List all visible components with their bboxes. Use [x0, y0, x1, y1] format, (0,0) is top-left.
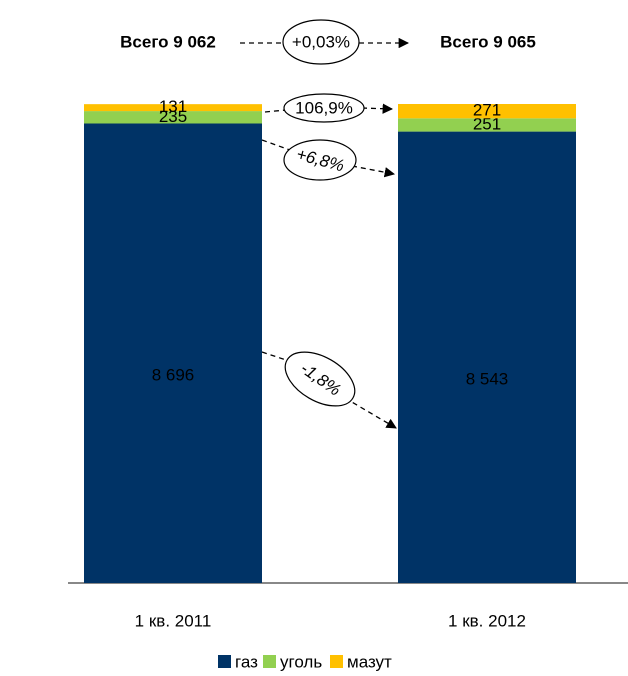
legend-swatch	[263, 655, 276, 668]
bar-segment	[398, 104, 576, 119]
change-label: 106,9%	[295, 98, 353, 117]
annotation-ellipses	[282, 19, 365, 407]
value-label: 251	[473, 114, 501, 133]
value-label: 235	[159, 107, 187, 126]
bar-segment	[84, 123, 262, 584]
value-label: 8 543	[466, 369, 509, 388]
legend-label: уголь	[280, 652, 322, 671]
value-label: 271	[473, 101, 501, 120]
legend-label: мазут	[347, 652, 392, 671]
bar-segment	[398, 118, 576, 132]
x-tick-label: 1 кв. 2012	[448, 611, 526, 630]
legend-label: газ	[235, 652, 258, 671]
bar-segment	[398, 131, 576, 583]
value-label: 131	[159, 97, 187, 116]
total-label: Всего 9 065	[440, 32, 536, 51]
value-label: 8 696	[152, 366, 195, 385]
change-label: +0,03%	[292, 32, 350, 51]
x-tick-label: 1 кв. 2011	[135, 611, 212, 630]
bar-segment	[84, 104, 262, 112]
arrows	[240, 37, 410, 429]
total-label: Всего 9 062	[120, 32, 216, 51]
legend-swatch	[218, 655, 231, 668]
bar-segment	[84, 111, 262, 124]
legend-swatch	[330, 655, 343, 668]
